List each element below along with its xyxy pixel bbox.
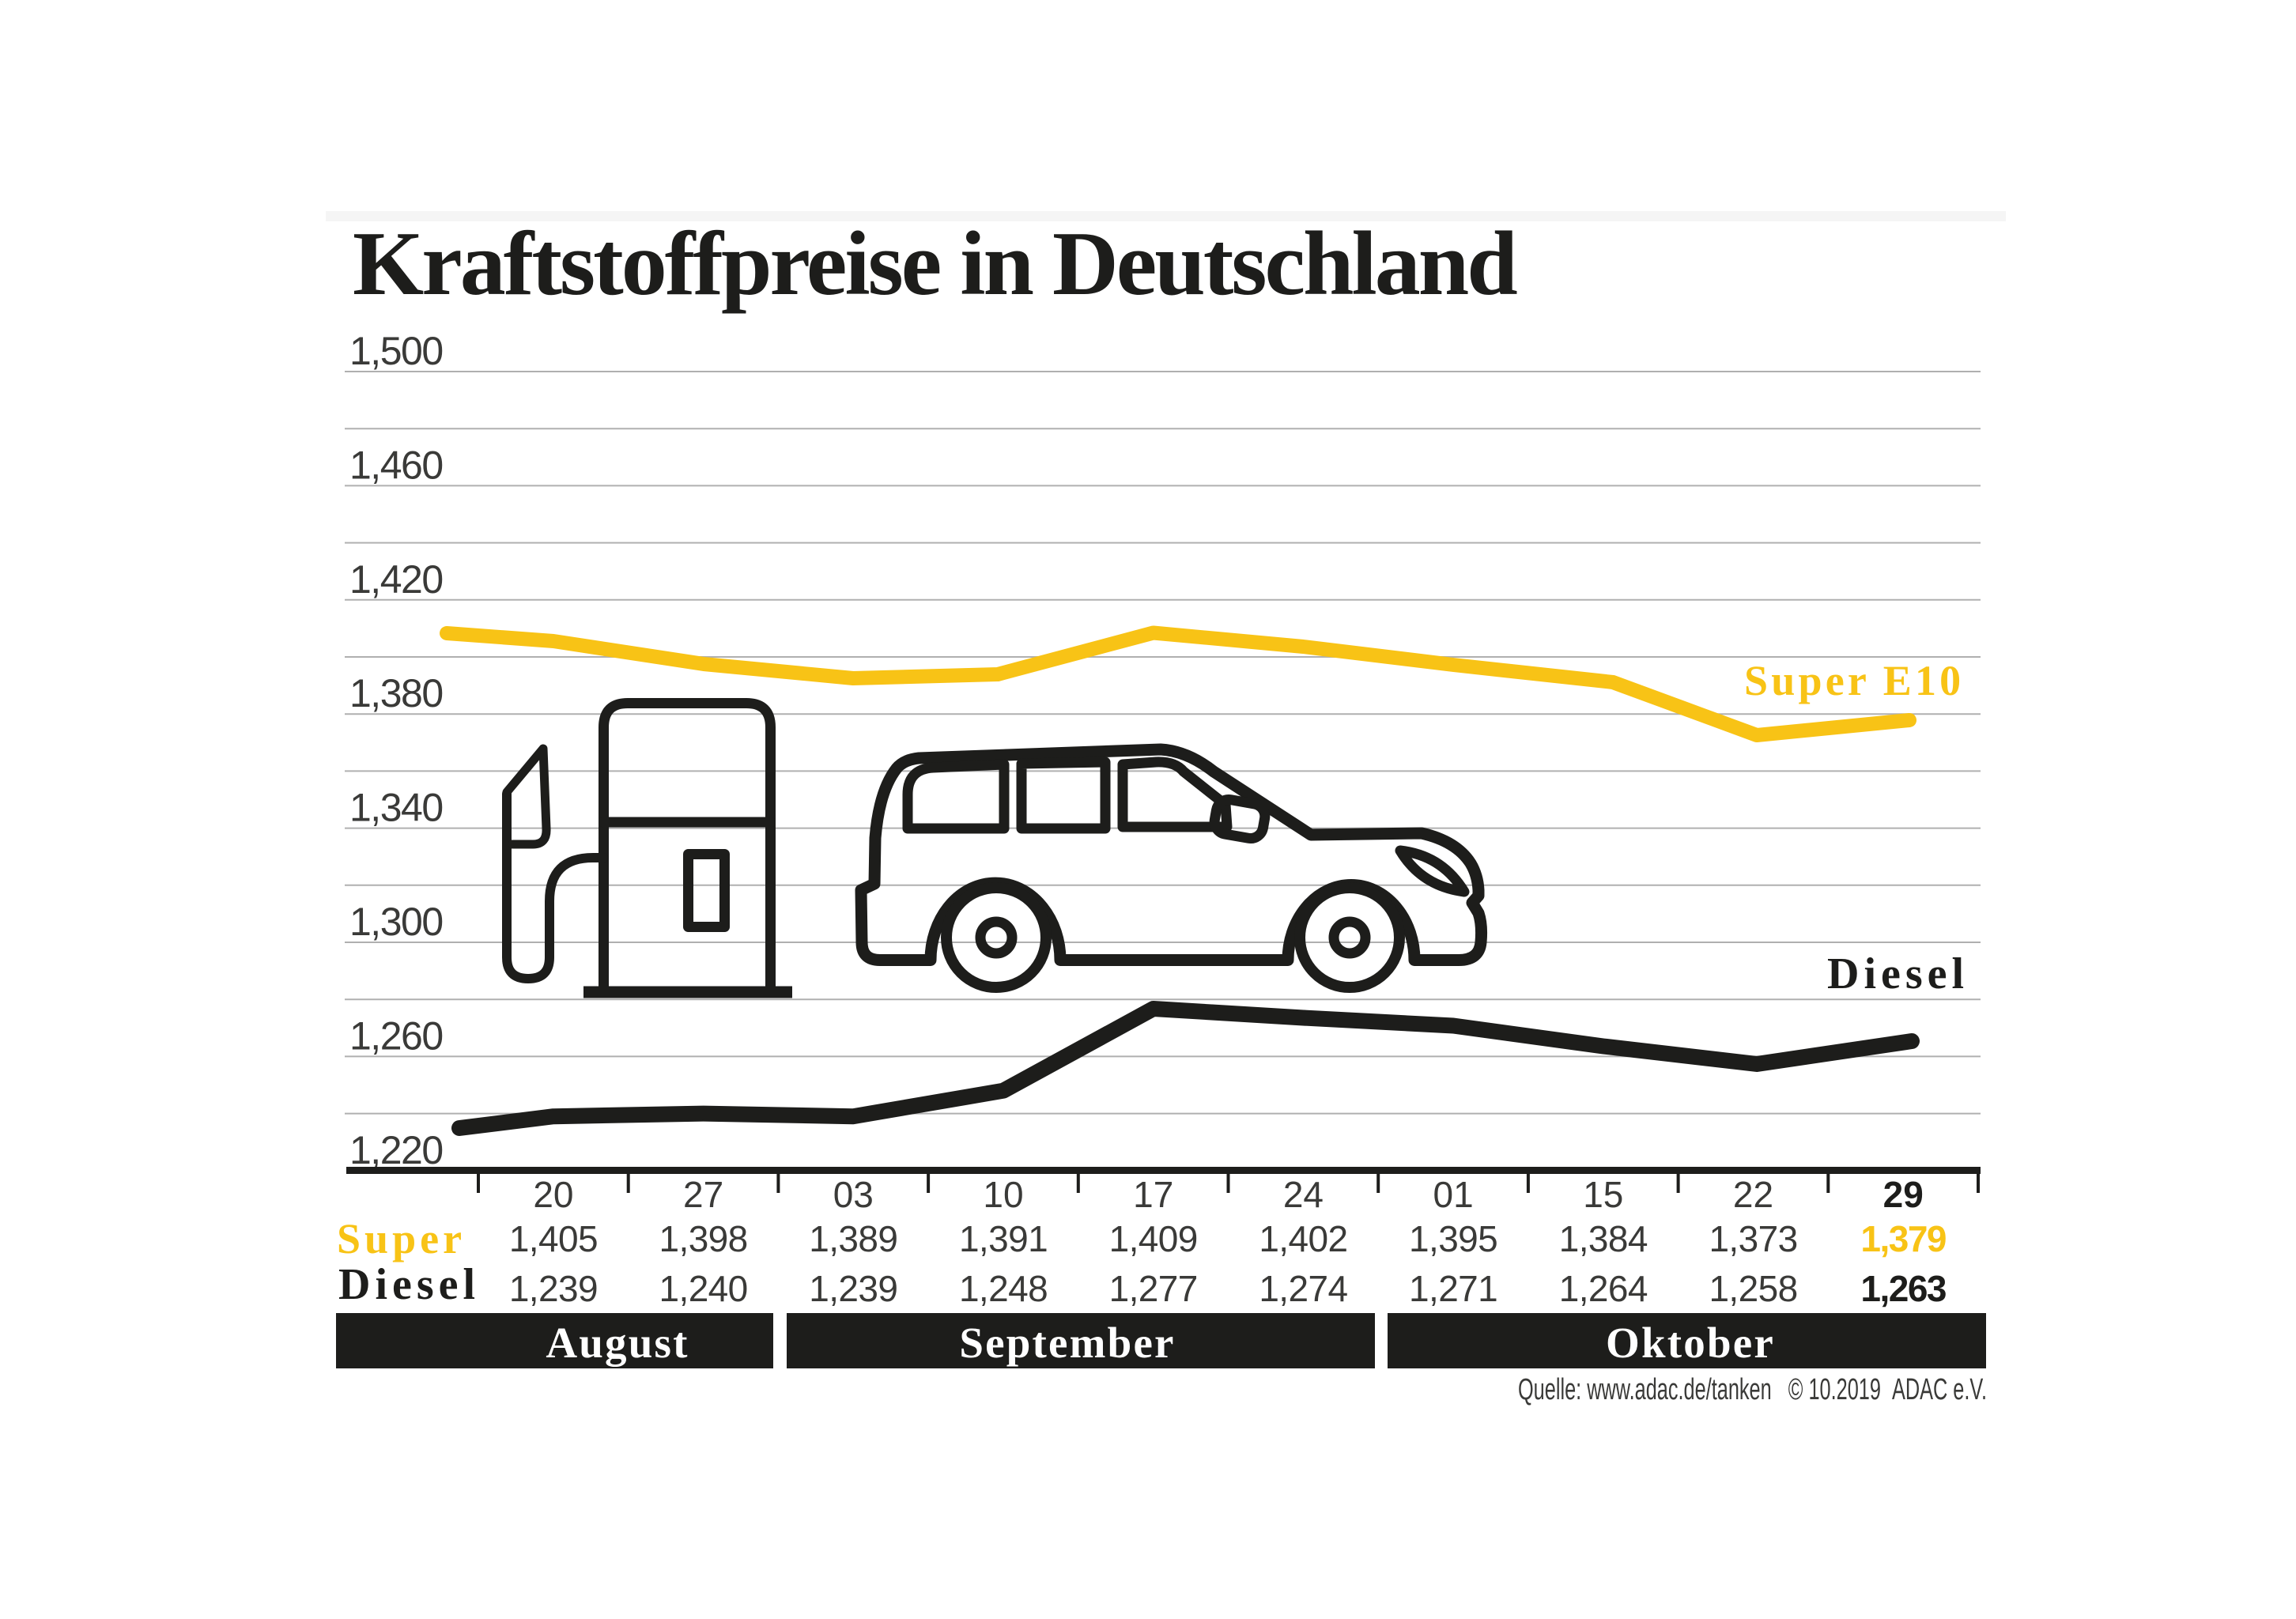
svg-text:1,420: 1,420 — [349, 557, 443, 602]
svg-text:Super E10: Super E10 — [1744, 657, 1964, 704]
svg-text:1,263: 1,263 — [1860, 1268, 1946, 1309]
svg-text:10: 10 — [983, 1174, 1023, 1215]
svg-text:1,384: 1,384 — [1559, 1218, 1648, 1259]
svg-text:Oktober: Oktober — [1606, 1319, 1775, 1367]
svg-text:17: 17 — [1133, 1174, 1173, 1215]
svg-text:1,240: 1,240 — [659, 1268, 748, 1309]
svg-text:1,239: 1,239 — [809, 1268, 897, 1309]
svg-text:1,405: 1,405 — [509, 1218, 598, 1259]
svg-text:Kraftstoffpreise in Deutschlan: Kraftstoffpreise in Deutschland — [353, 213, 1517, 315]
svg-text:15: 15 — [1583, 1174, 1623, 1215]
svg-text:1,391: 1,391 — [959, 1218, 1048, 1259]
svg-text:1,274: 1,274 — [1259, 1268, 1347, 1309]
svg-text:20: 20 — [533, 1174, 573, 1215]
svg-text:1,379: 1,379 — [1860, 1218, 1946, 1259]
svg-text:24: 24 — [1283, 1174, 1324, 1215]
svg-text:1,300: 1,300 — [349, 900, 443, 944]
svg-text:August: August — [546, 1319, 689, 1367]
svg-text:1,398: 1,398 — [659, 1218, 748, 1259]
svg-text:Diesel: Diesel — [338, 1260, 480, 1309]
svg-text:September: September — [959, 1319, 1175, 1367]
svg-text:01: 01 — [1433, 1174, 1474, 1215]
svg-text:1,277: 1,277 — [1109, 1268, 1198, 1309]
svg-text:1,409: 1,409 — [1109, 1218, 1198, 1259]
svg-text:1,258: 1,258 — [1709, 1268, 1797, 1309]
svg-text:1,271: 1,271 — [1409, 1268, 1497, 1309]
svg-text:29: 29 — [1883, 1174, 1924, 1215]
svg-text:Diesel: Diesel — [1827, 949, 1969, 998]
svg-text:1,248: 1,248 — [959, 1268, 1048, 1309]
svg-text:1,389: 1,389 — [809, 1218, 897, 1259]
svg-text:1,264: 1,264 — [1559, 1268, 1648, 1309]
svg-text:1,340: 1,340 — [349, 786, 443, 830]
svg-text:1,373: 1,373 — [1709, 1218, 1797, 1259]
svg-text:1,260: 1,260 — [349, 1013, 443, 1058]
svg-text:Quelle: www.adac.de/tanken ©: Quelle: www.adac.de/tanken © 10.2019 ADA… — [1518, 1373, 1987, 1406]
svg-text:03: 03 — [833, 1174, 874, 1215]
svg-text:1,239: 1,239 — [509, 1268, 598, 1309]
svg-text:27: 27 — [683, 1174, 723, 1215]
svg-text:1,380: 1,380 — [349, 671, 443, 715]
svg-text:1,460: 1,460 — [349, 443, 443, 487]
svg-text:1,220: 1,220 — [349, 1128, 443, 1172]
svg-text:1,500: 1,500 — [349, 329, 443, 373]
svg-text:Super: Super — [337, 1215, 466, 1262]
svg-text:1,395: 1,395 — [1409, 1218, 1497, 1259]
svg-text:1,402: 1,402 — [1259, 1218, 1347, 1259]
svg-text:22: 22 — [1733, 1174, 1773, 1215]
